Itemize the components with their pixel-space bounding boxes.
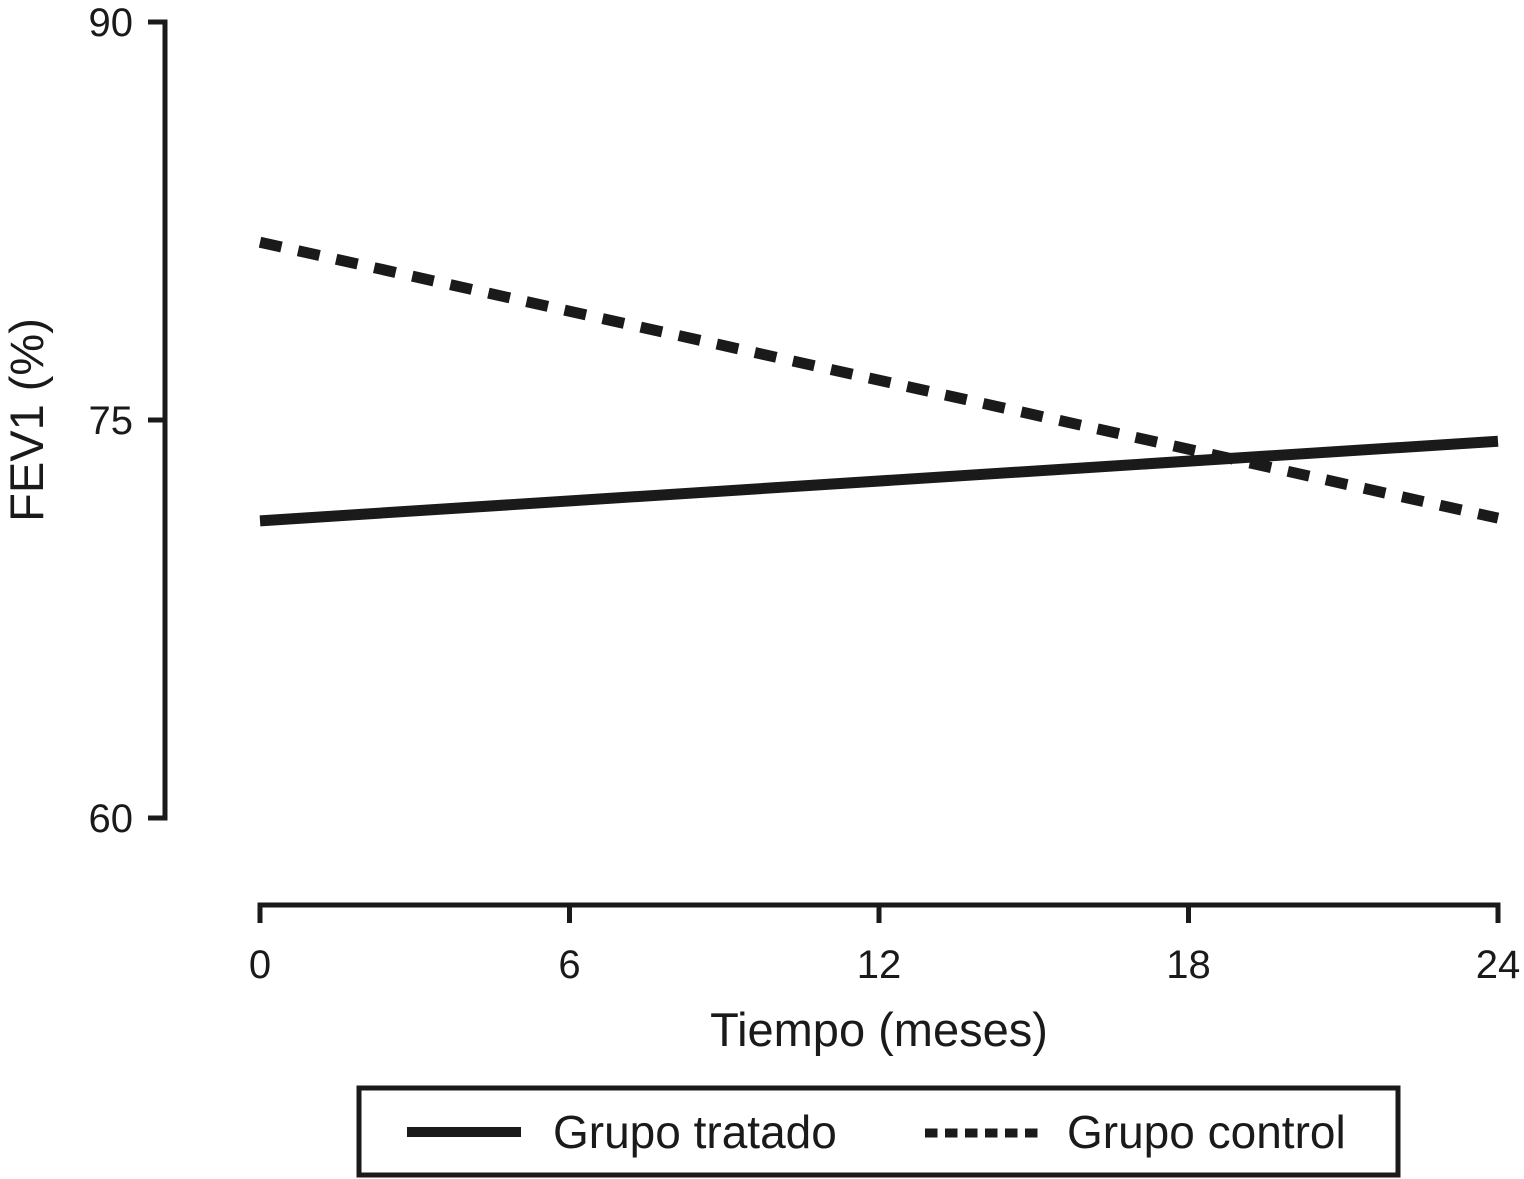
x-tick-label-6: 6: [558, 943, 580, 987]
y-tick-label-75: 75: [89, 399, 134, 443]
y-tick-label-90: 90: [89, 1, 134, 45]
legend-label-grupo-control: Grupo control: [1067, 1106, 1346, 1158]
x-tick-label-24: 24: [1476, 943, 1521, 987]
x-tick-label-12: 12: [857, 943, 902, 987]
x-axis-title: Tiempo (meses): [710, 1003, 1048, 1056]
x-tick-label-0: 0: [249, 943, 271, 987]
y-tick-label-60: 60: [89, 797, 134, 841]
legend-box: [356, 1085, 1401, 1178]
series-line-grupo-control: [258, 236, 1500, 524]
legend-label-grupo-tratado: Grupo tratado: [553, 1106, 837, 1158]
x-tick-label-18: 18: [1166, 943, 1211, 987]
series-line-grupo-tratado: [259, 435, 1499, 527]
y-axis-title: FEV1 (%): [0, 318, 53, 522]
